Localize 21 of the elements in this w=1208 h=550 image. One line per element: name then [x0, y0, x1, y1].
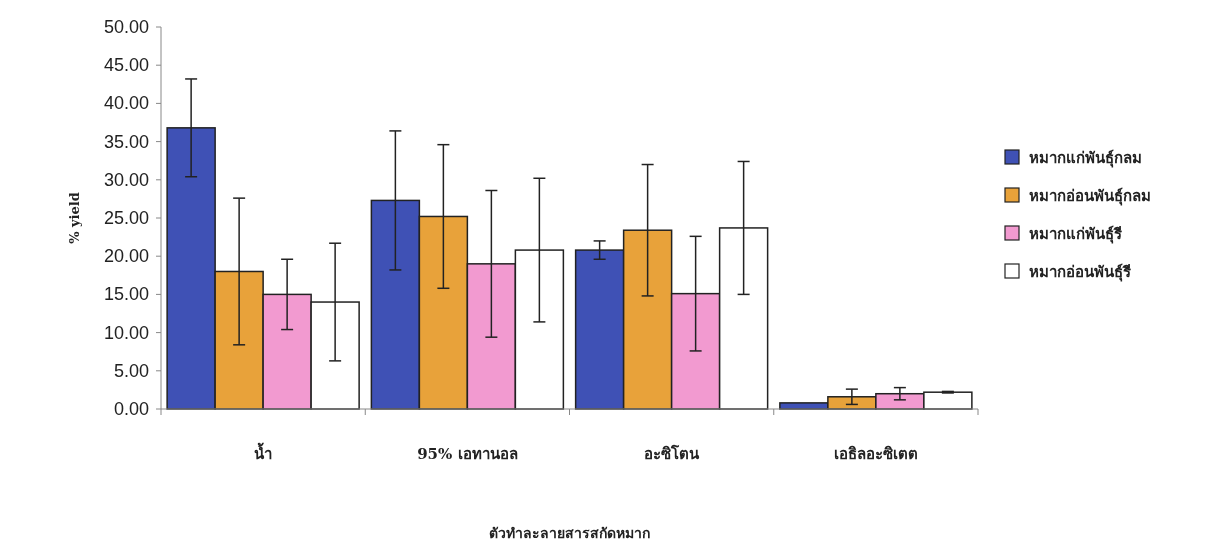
y-tick-label: 5.00 — [113, 360, 149, 381]
x-tick-label: น้ำ — [254, 442, 273, 463]
y-tick-label: 20.00 — [103, 246, 149, 267]
y-axis-title: % yield — [67, 192, 82, 244]
x-tick-label: อะซิโตน — [644, 444, 701, 463]
legend-label: หมากอ่อนพันธุ์รี — [1029, 263, 1132, 282]
x-tick-label: 95% เอทานอล — [417, 445, 518, 463]
y-tick-label: 0.00 — [113, 399, 149, 419]
y-tick-label: 25.00 — [103, 208, 149, 228]
legend-label: หมากแก่พันธุ์กลม — [1029, 149, 1142, 168]
y-tick-label: 30.00 — [103, 169, 149, 190]
y-tick-label: 40.00 — [103, 93, 149, 114]
y-tick-label: 15.00 — [103, 284, 149, 305]
x-axis-title: ตัวทำละลายสารสกัดหมาก — [489, 525, 650, 541]
legend-label: หมากอ่อนพันธุ์กลม — [1029, 187, 1151, 206]
legend-label: หมากแก่พันธุ์รี — [1029, 225, 1123, 244]
x-tick-label: เอธิลอะซิเตต — [833, 445, 918, 463]
y-tick-label: 10.00 — [103, 322, 149, 343]
y-tick-label: 45.00 — [103, 55, 149, 76]
y-tick-label: 50.00 — [103, 17, 149, 37]
y-tick-label: 35.00 — [103, 131, 149, 152]
